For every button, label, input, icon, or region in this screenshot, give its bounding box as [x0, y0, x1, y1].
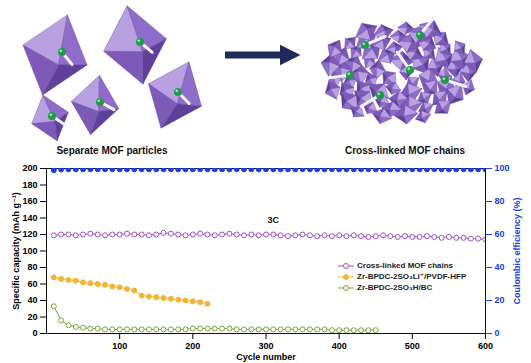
svg-text:Separate MOF particles: Separate MOF particles: [56, 145, 168, 156]
svg-text:180: 180: [22, 180, 37, 190]
svg-text:200: 200: [22, 163, 37, 173]
svg-text:160: 160: [22, 196, 37, 206]
svg-text:300: 300: [258, 341, 273, 351]
svg-text:100: 100: [22, 246, 37, 256]
svg-text:40: 40: [27, 295, 37, 305]
svg-text:40: 40: [495, 262, 505, 272]
svg-text:3C: 3C: [268, 215, 280, 225]
svg-text:200: 200: [185, 341, 200, 351]
svg-text:60: 60: [27, 279, 37, 289]
svg-text:120: 120: [22, 229, 37, 239]
html-text:Zr-BPDC-2SO₃H/BC: Zr-BPDC-2SO₃H/BC: [357, 283, 433, 292]
svg-text:0: 0: [495, 328, 500, 338]
svg-text:80: 80: [495, 196, 505, 206]
html-text:Zr-BPDC-2SO₃Li⁺/PVDF-HFP: Zr-BPDC-2SO₃Li⁺/PVDF-HFP: [357, 272, 467, 281]
html-text:Cross-linked MOF chains: Cross-linked MOF chains: [357, 261, 453, 270]
svg-text:0: 0: [32, 328, 37, 338]
svg-text:Specific capacity (mAh g⁻¹): Specific capacity (mAh g⁻¹): [11, 192, 21, 309]
svg-text:100: 100: [112, 341, 127, 351]
svg-text:100: 100: [495, 163, 510, 173]
svg-text:500: 500: [405, 341, 420, 351]
svg-text:Cycle number: Cycle number: [236, 352, 296, 362]
svg-text:600: 600: [478, 341, 493, 351]
svg-text:Cross-linked MOF chains: Cross-linked MOF chains: [345, 145, 465, 156]
svg-text:400: 400: [332, 341, 347, 351]
svg-text:20: 20: [27, 312, 37, 322]
svg-text:140: 140: [22, 213, 37, 223]
svg-text:80: 80: [27, 262, 37, 272]
svg-text:20: 20: [495, 295, 505, 305]
svg-text:Coulombic efficiency (%): Coulombic efficiency (%): [512, 197, 522, 304]
svg-text:60: 60: [495, 229, 505, 239]
